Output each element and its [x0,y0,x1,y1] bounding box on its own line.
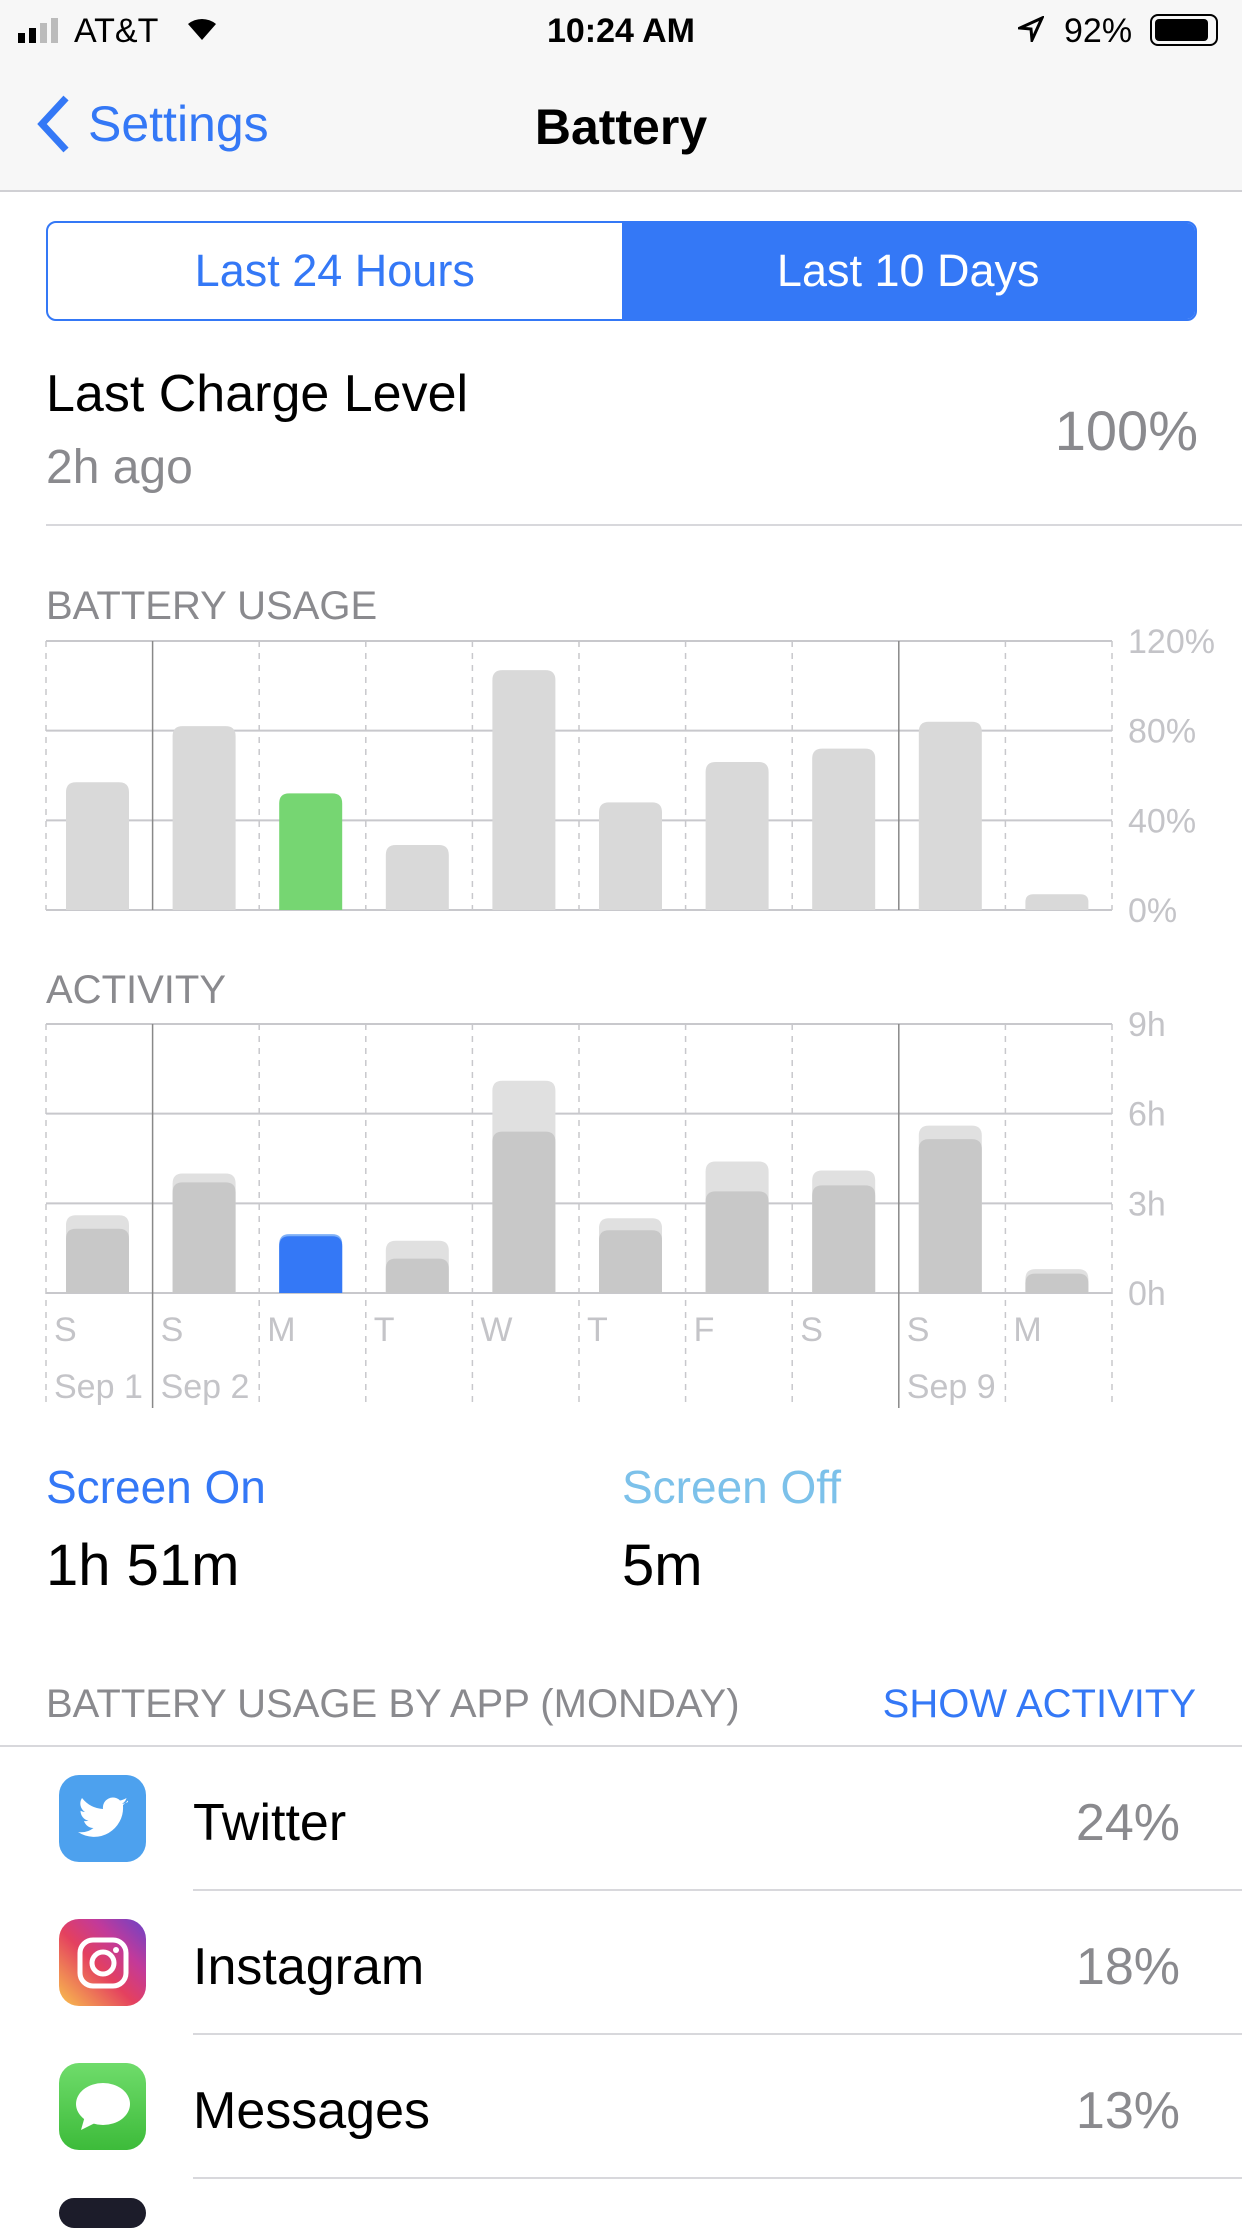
y-tick-label: 0% [1128,892,1177,930]
activity-total-bar [279,1234,343,1293]
location-icon [1018,16,1044,42]
next-app-icon [59,2198,146,2228]
y-tick-label: 3h [1128,1185,1166,1223]
activity-screen-on-bar [492,1131,556,1293]
battery-percent: 92% [1064,12,1133,50]
activity-screen-on-bar [172,1182,236,1293]
last-charge-value: 100% [1054,399,1198,462]
activity-total-bar [705,1161,769,1293]
app-name: Twitter [193,1794,347,1852]
y-tick-label: 40% [1128,802,1196,840]
divider [0,1745,1242,1747]
day-label: T [374,1311,395,1349]
wifi-icon [188,18,216,40]
app-percent: 18% [1075,1938,1180,1996]
battery-usage-bar [599,802,662,910]
activity-screen-on-bar [812,1185,876,1293]
show-activity-button[interactable]: SHOW ACTIVITY [882,1682,1196,1726]
app-name: Instagram [193,1938,425,1996]
app-row-instagram[interactable]: Instagram 18% [0,1891,1242,2035]
activity-total-bar [918,1125,982,1293]
activity-screen-on-bar [66,1228,129,1293]
divider [193,2177,1242,2179]
activity-screen-on-bar [599,1230,662,1293]
screen-off-label: Screen Off [622,1461,842,1513]
date-label: Sep 1 [54,1368,143,1406]
navigation-bar: Settings Battery [0,62,1242,192]
y-tick-label: 0h [1128,1275,1166,1313]
divider [193,1889,1242,1891]
battery-usage-bar [918,721,982,910]
status-bar: AT&T 10:24 AM 92% [0,0,1242,62]
y-tick-label: 120% [1128,623,1215,661]
back-button[interactable]: Settings [34,94,269,154]
time-range-segmented-control: Last 24 Hours Last 10 Days [46,221,1197,321]
date-label: Sep 9 [907,1368,996,1406]
chevron-left-icon [37,95,69,153]
day-label: F [694,1311,715,1349]
back-label: Settings [88,96,269,152]
date-label: Sep 2 [161,1368,250,1406]
activity-screen-on-bar [918,1139,982,1293]
last-charge-time: 2h ago [46,441,193,494]
battery-usage-bar [705,762,769,910]
day-label: M [1013,1311,1041,1349]
battery-usage-bar [385,844,449,910]
y-tick-label: 80% [1128,713,1196,751]
divider [193,2033,1242,2035]
battery-icon [1150,14,1218,46]
activity-total-bar [172,1173,236,1293]
app-percent: 24% [1075,1794,1180,1852]
messages-icon [59,2063,146,2150]
last-charge-title: Last Charge Level [46,365,469,423]
tab-last-10-days[interactable]: Last 10 Days [621,223,1195,319]
screen-off-value: 5m [622,1533,703,1598]
day-label: S [800,1311,823,1349]
twitter-icon [59,1775,146,1862]
battery-usage-bar [812,748,876,910]
day-label: M [267,1311,295,1349]
apps-section-header: BATTERY USAGE BY APP (MONDAY) [46,1682,740,1726]
activity-total-bar [492,1080,556,1293]
battery-usage-bar [279,793,343,910]
day-label: T [587,1311,608,1349]
signal-icon [18,18,58,43]
tab-last-24-hours[interactable]: Last 24 Hours [194,245,475,296]
activity-total-bar [66,1215,129,1293]
activity-total-bar [1025,1269,1089,1293]
day-label: S [54,1311,77,1349]
app-name: Messages [193,2082,430,2140]
battery-usage-bar [66,782,129,910]
battery-usage-bar [492,670,556,910]
clock: 10:24 AM [546,12,696,50]
battery-usage-title: BATTERY USAGE [46,584,378,628]
y-tick-label: 6h [1128,1096,1166,1134]
app-row-messages[interactable]: Messages 13% [0,2035,1242,2179]
app-row-twitter[interactable]: Twitter 24% [0,1747,1242,1891]
day-label: S [907,1311,930,1349]
activity-title: ACTIVITY [46,968,227,1012]
activity-screen-on-bar [705,1191,769,1293]
day-label: W [480,1311,512,1349]
activity-screen-on-bar [385,1258,449,1293]
y-tick-label: 9h [1128,1006,1166,1044]
battery-usage-bar [1025,894,1089,910]
screen-on-label: Screen On [46,1461,266,1513]
screen-on-value: 1h 51m [46,1533,240,1598]
battery-usage-bar [172,726,236,910]
activity-screen-on-bar [1025,1273,1089,1293]
activity-total-bar [385,1240,449,1293]
activity-total-bar [599,1218,662,1293]
day-label: S [161,1311,184,1349]
activity-screen-on-bar [279,1236,343,1293]
activity-total-bar [812,1170,876,1293]
app-percent: 13% [1075,2082,1180,2140]
instagram-icon [59,1919,146,2006]
carrier: AT&T [74,12,159,50]
divider [46,524,1242,526]
